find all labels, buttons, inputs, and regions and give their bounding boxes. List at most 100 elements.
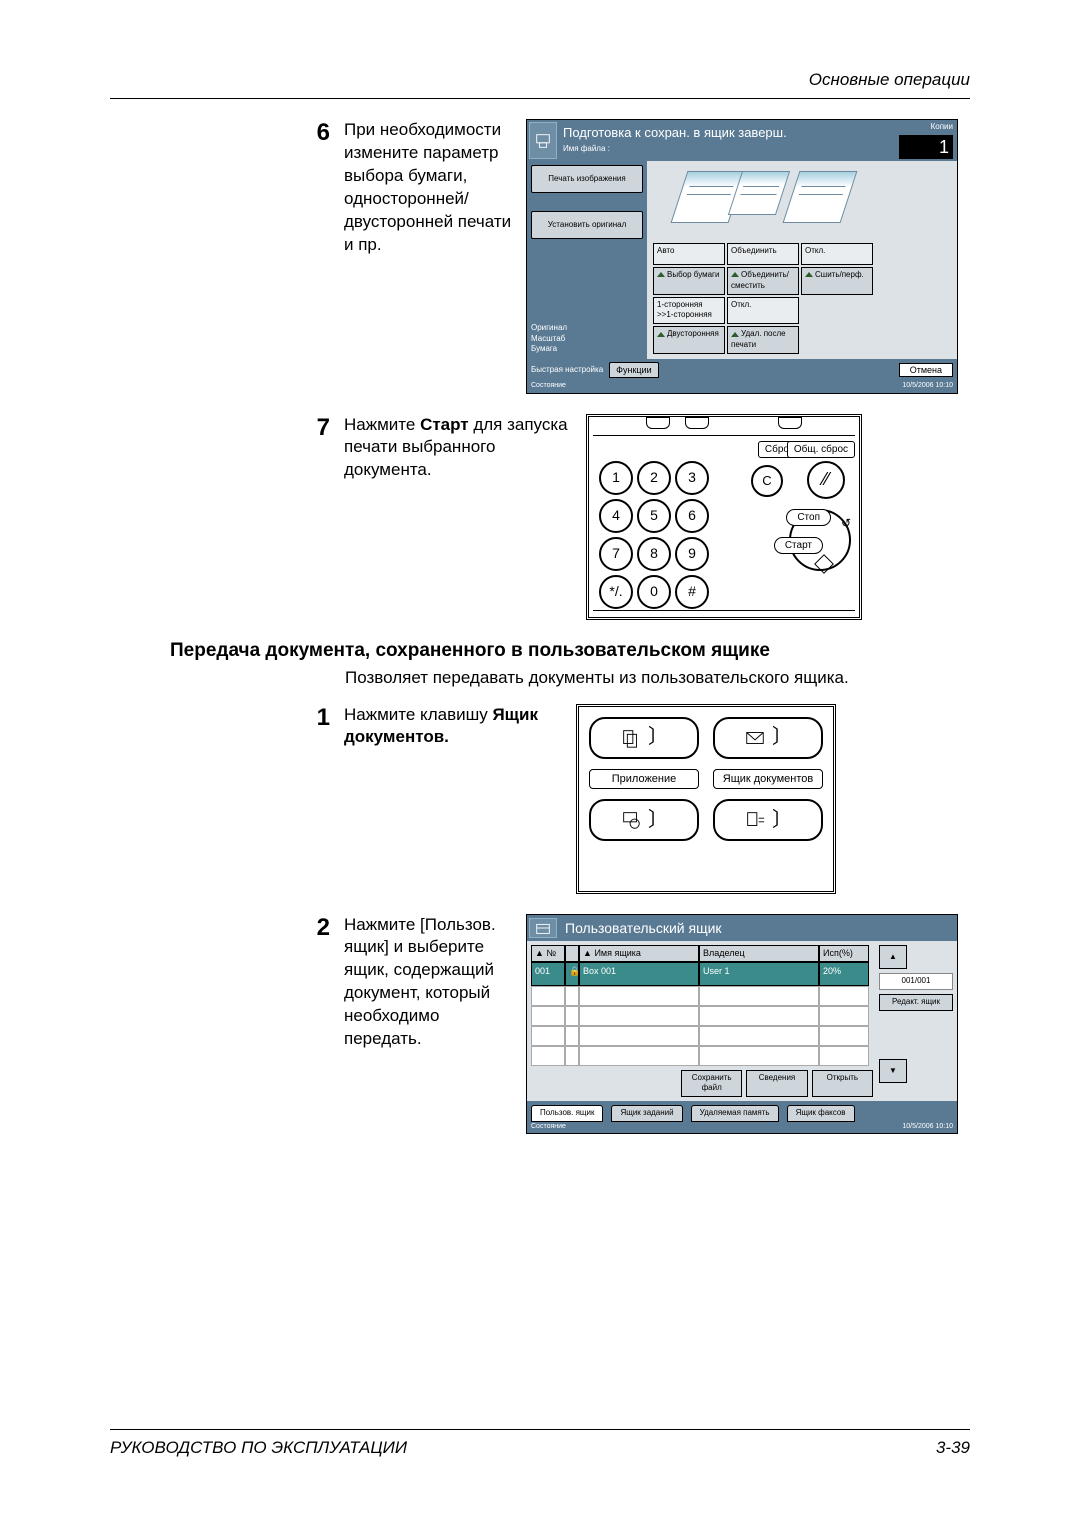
screen-print-setup: Подготовка к сохран. в ящик заверш. Имя … (526, 119, 958, 394)
combine-offset-button[interactable]: Объединить/сместить (727, 267, 799, 295)
row-name: Box 001 (579, 962, 699, 986)
empty-row (531, 1046, 873, 1066)
footer-left: РУКОВОДСТВО ПО ЭКСПЛУАТАЦИИ (110, 1438, 407, 1458)
th-name[interactable]: ▲ Имя ящика (579, 945, 699, 961)
save-file-button[interactable]: Сохранить файл (681, 1070, 742, 1098)
step-1-number: 1 (300, 704, 344, 894)
staple-punch-button[interactable]: Сшить/перф. (801, 267, 873, 295)
doc-icon (744, 809, 766, 831)
copy-icon (620, 727, 642, 749)
key-hash[interactable]: # (675, 575, 709, 609)
paper-preview (673, 167, 843, 237)
step-7-text: Нажмите Старт для запуска печати выбранн… (344, 414, 574, 620)
row-owner: User 1 (699, 962, 819, 986)
footer-right: 3-39 (936, 1438, 970, 1458)
copies-value: 1 (899, 135, 953, 159)
row-use: 20% (819, 962, 869, 986)
tab-removable-mem[interactable]: Удаляемая память (691, 1105, 779, 1122)
key-star[interactable]: */. (599, 575, 633, 609)
paper-select-button[interactable]: Выбор бумаги (653, 267, 725, 295)
screen1-subtitle: Имя файла : (563, 144, 893, 155)
combine-cell: Объединить (727, 243, 799, 265)
th-owner[interactable]: Владелец (699, 945, 819, 961)
tab-fax-box[interactable]: Ящик факсов (787, 1105, 855, 1122)
scroll-up-button[interactable]: ▲ (879, 945, 907, 969)
copies-label: Копии (899, 122, 953, 133)
app-icon (620, 809, 642, 831)
document-box-button[interactable]: 〕 (713, 799, 823, 841)
tab-user-box[interactable]: Пользов. ящик (531, 1105, 603, 1122)
th-use[interactable]: Исп(%) (819, 945, 869, 961)
delete-after-print-button[interactable]: Удал. после печати (727, 326, 799, 354)
cancel-button[interactable]: Отмена (899, 363, 953, 377)
tab-job-box[interactable]: Ящик заданий (611, 1105, 682, 1122)
running-header: Основные операции (110, 70, 970, 90)
screen-user-box: Пользовательский ящик ▲ № ▲ Имя ящика Вл… (526, 914, 958, 1135)
step-7-number: 7 (300, 414, 344, 620)
keypad-top-slot-3 (778, 417, 802, 429)
off-cell-1: Откл. (801, 243, 873, 265)
section-heading: Передача документа, сохраненного в польз… (170, 640, 970, 662)
screen2-status-left: Состояние (531, 1122, 566, 1131)
empty-row (531, 1026, 873, 1046)
empty-row (531, 1006, 873, 1026)
edit-box-button[interactable]: Редакт. ящик (879, 994, 953, 1011)
printer-icon (529, 122, 557, 159)
open-button[interactable]: Открыть (812, 1070, 873, 1098)
duplex-cell: 1-сторонняя >>1-сторонняя (653, 297, 725, 325)
key-3[interactable]: 3 (675, 461, 709, 495)
start-button[interactable]: Старт (774, 537, 823, 555)
screen2-title: Пользовательский ящик (559, 915, 957, 942)
all-reset-label[interactable]: Общ. сброс (787, 441, 855, 459)
quick-setup-tab[interactable]: Быстрая настройка (531, 365, 603, 376)
keypad-top-slot-2 (685, 417, 709, 429)
send-mode-button[interactable]: 〕 (713, 717, 823, 759)
screen1-title: Подготовка к сохран. в ящик заверш. (563, 124, 893, 142)
interrupt-icon: ↺ (841, 515, 851, 531)
row-no: 001 (531, 962, 565, 986)
key-1[interactable]: 1 (599, 461, 633, 495)
send-icon (744, 727, 766, 749)
header-rule (110, 98, 970, 99)
stop-button[interactable]: Стоп (786, 509, 831, 527)
screen1-status-left: Состояние (531, 381, 566, 390)
key-8[interactable]: 8 (637, 537, 671, 571)
scroll-down-button[interactable]: ▼ (879, 1059, 907, 1083)
key-4[interactable]: 4 (599, 499, 633, 533)
application-button[interactable]: 〕 (589, 799, 699, 841)
mode-panel: 〕 〕 Приложение Ящик документов 〕 (576, 704, 836, 894)
screen1-status-right: 10/5/2006 10:10 (902, 381, 953, 390)
key-5[interactable]: 5 (637, 499, 671, 533)
screen2-status-right: 10/5/2006 10:10 (902, 1122, 953, 1131)
key-6[interactable]: 6 (675, 499, 709, 533)
key-0[interactable]: 0 (637, 575, 671, 609)
keypad-top-slot-1 (646, 417, 670, 429)
key-2[interactable]: 2 (637, 461, 671, 495)
functions-tab[interactable]: Функции (609, 362, 658, 378)
left-info-text: Оригинал Масштаб Бумага (531, 323, 643, 355)
document-box-label[interactable]: Ящик документов (713, 769, 823, 790)
th-gap (565, 945, 579, 961)
key-interrupt[interactable]: ⁄⁄ (807, 461, 845, 499)
application-label[interactable]: Приложение (589, 769, 699, 790)
duplex-button[interactable]: Двусторонняя (653, 326, 725, 354)
key-9[interactable]: 9 (675, 537, 709, 571)
copy-mode-button[interactable]: 〕 (589, 717, 699, 759)
box-icon (529, 918, 557, 938)
row-lock-icon: 🔒 (565, 962, 579, 986)
empty-row (531, 986, 873, 1006)
key-7[interactable]: 7 (599, 537, 633, 571)
box-row-selected[interactable]: 001 🔒 Box 001 User 1 20% (531, 962, 873, 986)
step-6-number: 6 (300, 119, 344, 394)
th-no[interactable]: ▲ № (531, 945, 565, 961)
footer-rule (110, 1429, 970, 1430)
details-button[interactable]: Сведения (746, 1070, 807, 1098)
set-original-button[interactable]: Установить оригинал (531, 211, 643, 239)
section-intro: Позволяет передавать документы из пользо… (345, 668, 970, 688)
key-c[interactable]: C (751, 465, 783, 497)
print-image-button[interactable]: Печать изображения (531, 165, 643, 193)
control-keypad: Сброс Общ. сброс 1 2 3 4 5 6 7 8 9 */. 0 (586, 414, 862, 620)
step-6-text: При необходимости измените параметр выбо… (344, 119, 514, 394)
step-2-number: 2 (300, 914, 344, 1135)
auto-cell: Авто (653, 243, 725, 265)
